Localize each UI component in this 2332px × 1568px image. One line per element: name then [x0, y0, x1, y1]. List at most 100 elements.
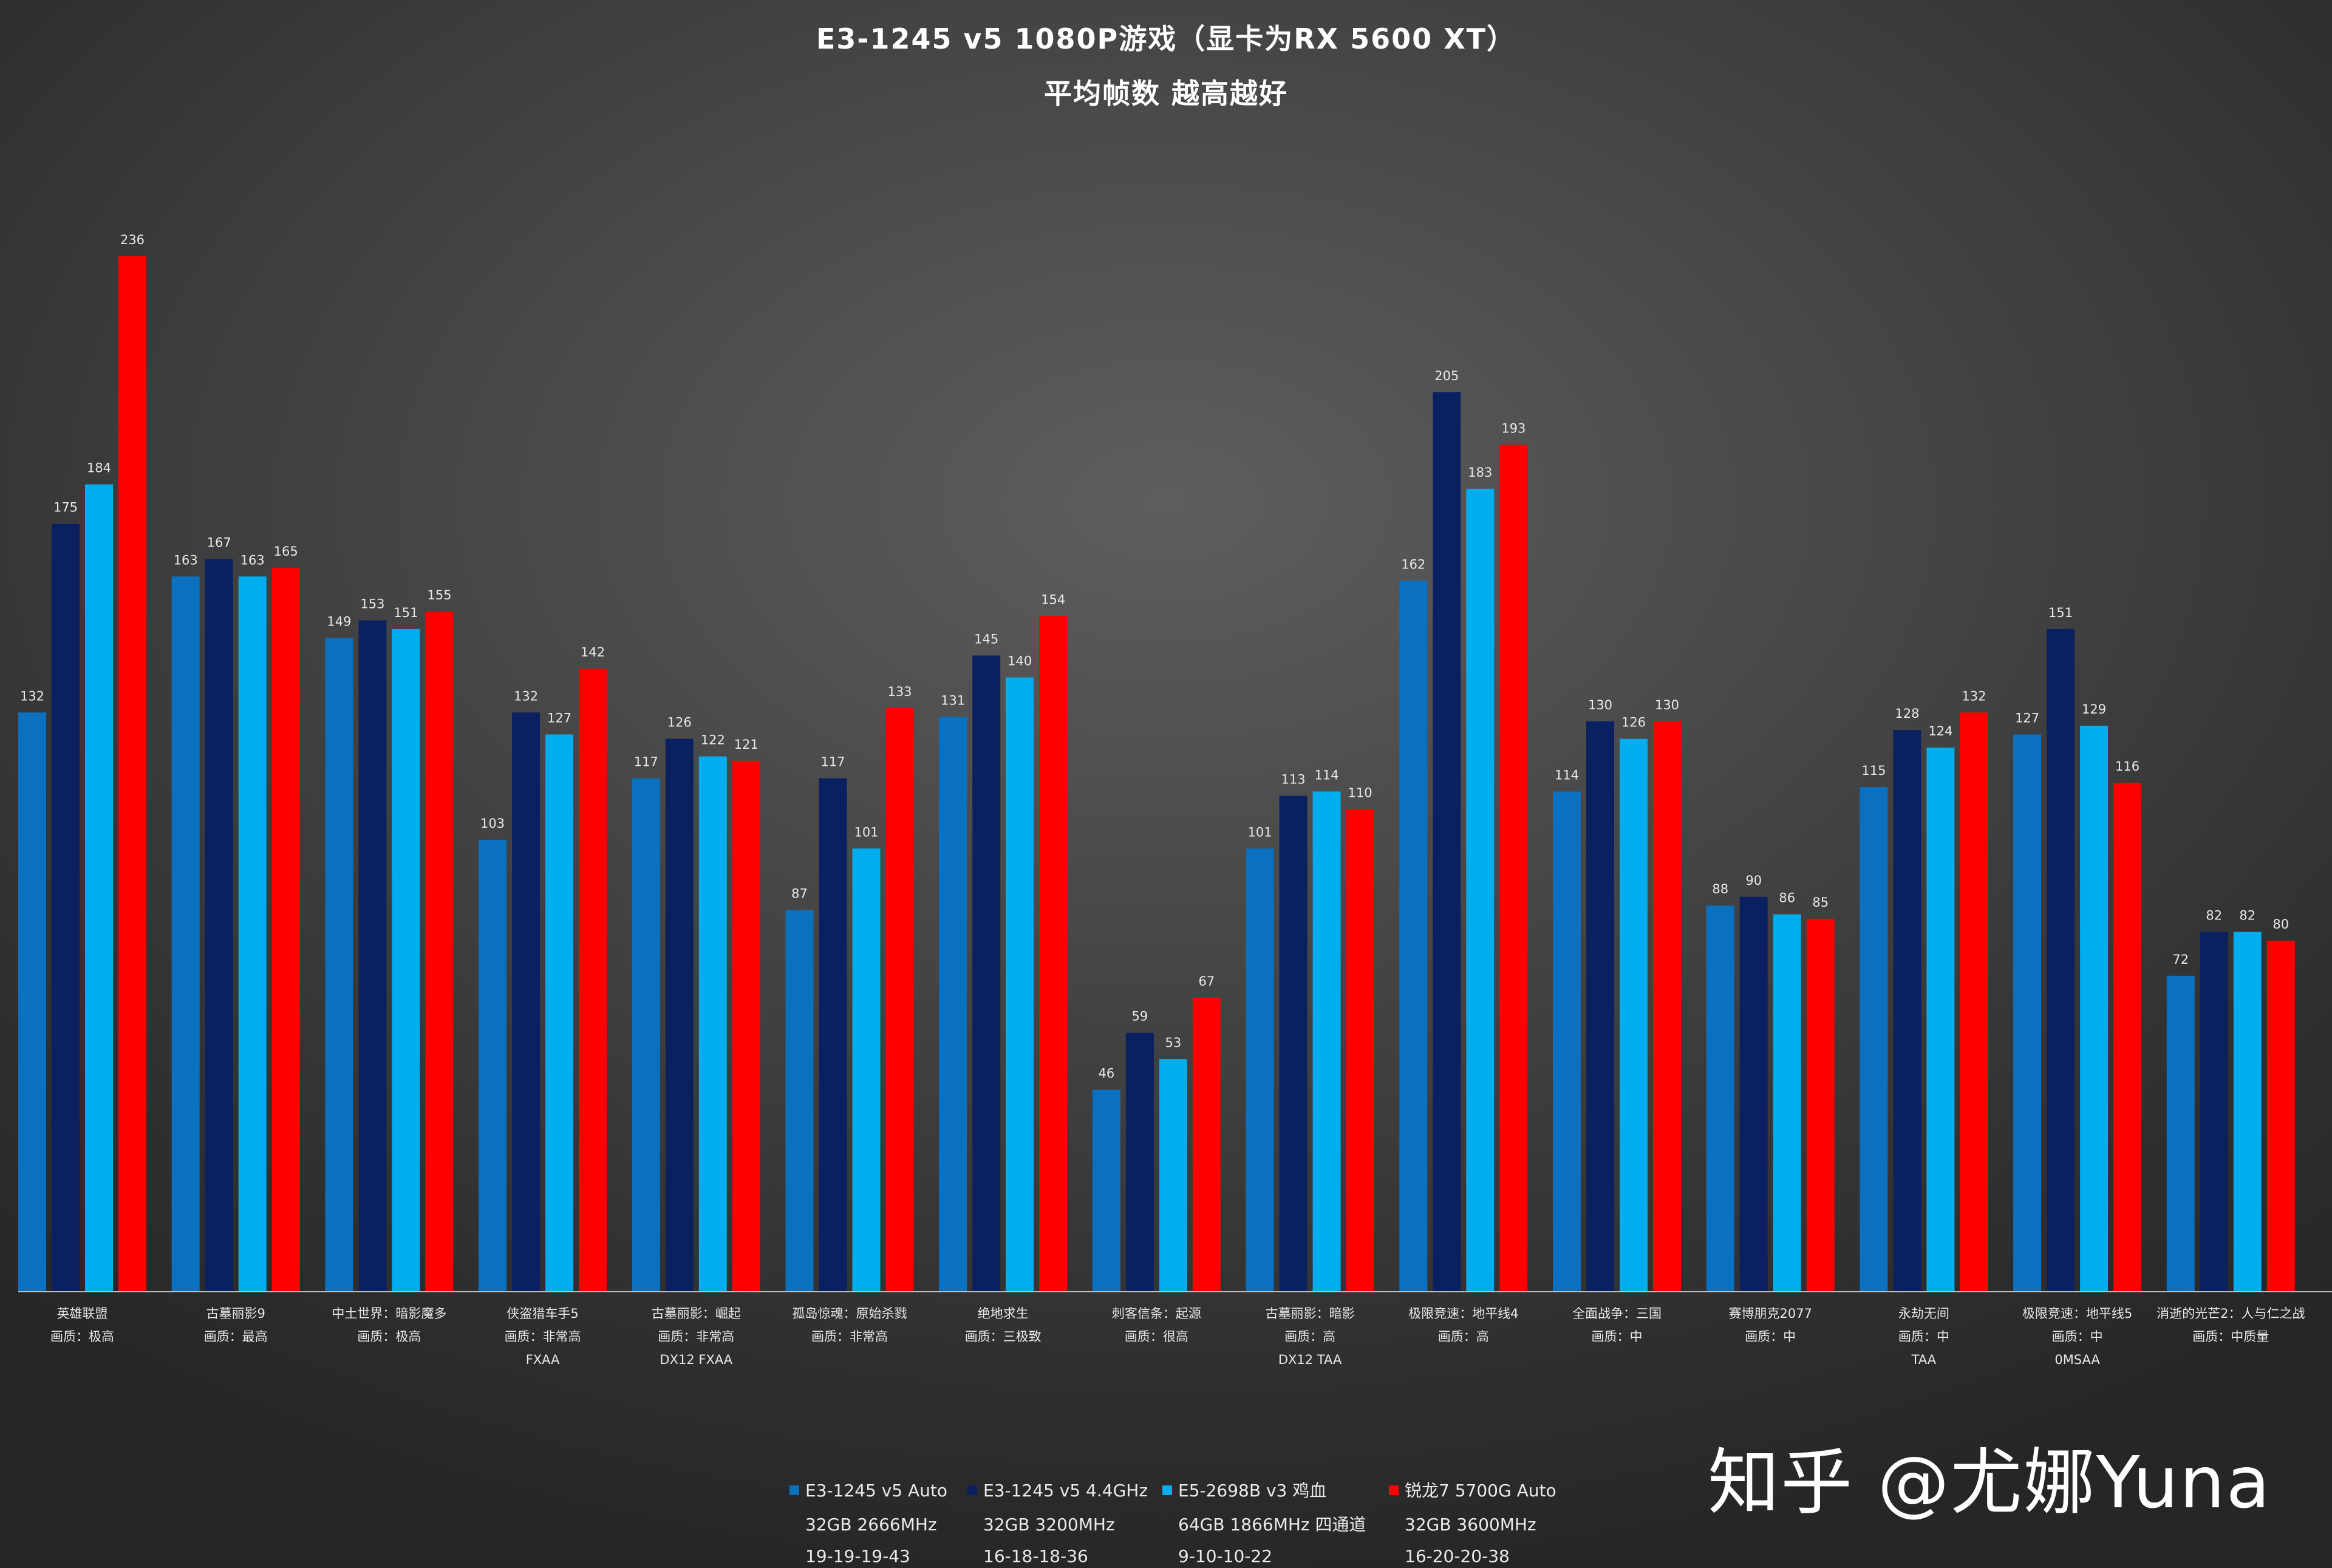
data-label: 116 [2115, 759, 2139, 774]
data-label: 184 [87, 461, 111, 476]
data-label: 46 [1099, 1066, 1115, 1081]
bar [1159, 1059, 1187, 1292]
bar [171, 576, 200, 1292]
data-label: 121 [734, 737, 759, 752]
legend-swatch [789, 1485, 799, 1495]
category-label: 画质：中质量 [2192, 1329, 2269, 1344]
bar [1312, 791, 1341, 1292]
category-label: 极限竞速：地平线4 [1408, 1306, 1518, 1321]
category-label: 古墓丽影：崛起 [652, 1306, 741, 1321]
category-label: 永劫无间 [1898, 1306, 1949, 1321]
data-label: 162 [1401, 557, 1425, 572]
data-label: 72 [2172, 952, 2189, 967]
data-label: 129 [2082, 702, 2106, 717]
category-label: 画质：非常高 [658, 1329, 734, 1344]
bar [1620, 738, 1648, 1292]
category-label: 古墓丽影：暗影 [1266, 1306, 1355, 1321]
bar [785, 910, 814, 1292]
bar [885, 708, 914, 1292]
legend-detail: 32GB 3200MHz [983, 1515, 1115, 1535]
data-label: 101 [854, 825, 878, 839]
category-label: 绝地求生 [978, 1306, 1029, 1321]
category-label: 极限竞速：地平线5 [2022, 1306, 2132, 1321]
watermark-text: 知乎 @尤娜Yuna [1708, 1440, 2271, 1524]
legend-label: 锐龙7 5700G Auto [1405, 1481, 1556, 1501]
data-label: 87 [791, 886, 808, 901]
data-label: 82 [2239, 908, 2255, 923]
category-label: 消逝的光芒2：人与仁之战 [2156, 1306, 2305, 1321]
bar [1399, 581, 1428, 1292]
data-label: 114 [1555, 768, 1579, 782]
category-label: 刺客信条：起源 [1112, 1306, 1201, 1321]
chart-subtitle: 平均帧数 越高越好 [1043, 77, 1288, 110]
bar [1192, 997, 1221, 1292]
bar [238, 576, 267, 1292]
data-label: 82 [2206, 908, 2222, 923]
bar [545, 734, 574, 1292]
data-label: 183 [1468, 465, 1492, 480]
category-label: 画质：中 [1745, 1329, 1796, 1344]
bar [972, 655, 1001, 1292]
data-label: 114 [1315, 768, 1339, 782]
bar [358, 620, 387, 1292]
data-label: 53 [1165, 1035, 1182, 1050]
data-label: 163 [240, 553, 265, 567]
legend-detail: 16-20-20-38 [1405, 1546, 1510, 1566]
bar [1346, 809, 1374, 1292]
legend-detail: 19-19-19-43 [805, 1546, 910, 1566]
data-label: 132 [20, 689, 44, 703]
category-label: 赛博朋克2077 [1728, 1306, 1812, 1321]
legend-detail: 32GB 3600MHz [1405, 1515, 1536, 1535]
data-label: 154 [1041, 592, 1065, 607]
legend-label: E5-2698B v3 鸡血 [1178, 1481, 1326, 1501]
bar [2233, 932, 2262, 1292]
category-label: FXAA [526, 1352, 560, 1367]
data-label: 115 [1861, 763, 1886, 778]
category-label: 画质：高 [1284, 1329, 1335, 1344]
data-label: 59 [1132, 1009, 1148, 1024]
data-label: 67 [1199, 974, 1215, 989]
category-label: 画质：最高 [204, 1329, 268, 1344]
category-label: 画质：非常高 [505, 1329, 581, 1344]
category-label: 画质：极高 [357, 1329, 421, 1344]
bar [1466, 488, 1495, 1292]
bar [18, 712, 46, 1292]
data-label: 122 [701, 733, 725, 748]
data-label: 175 [53, 500, 78, 515]
bar [1006, 677, 1034, 1292]
bar [1499, 445, 1528, 1292]
bar [819, 778, 847, 1292]
category-label: 画质：中 [2052, 1329, 2103, 1344]
bar [1279, 796, 1307, 1292]
data-label: 124 [1928, 724, 1952, 738]
data-label: 90 [1745, 873, 1762, 888]
bar [118, 256, 146, 1292]
data-label: 236 [120, 233, 145, 247]
data-label: 103 [480, 816, 505, 831]
bar [1739, 896, 1768, 1292]
bar [1125, 1032, 1154, 1292]
data-label: 193 [1501, 421, 1526, 436]
bar [85, 484, 113, 1292]
legend-detail: 9-10-10-22 [1178, 1546, 1272, 1566]
data-label: 110 [1348, 785, 1372, 800]
legend-swatch [1389, 1485, 1399, 1495]
data-label: 80 [2272, 917, 2289, 932]
bar [698, 756, 727, 1292]
category-label: 中土世界：暗影魔多 [332, 1306, 446, 1321]
data-label: 133 [887, 684, 912, 699]
bar [392, 629, 420, 1292]
legend-detail: 32GB 2666MHz [805, 1515, 937, 1535]
category-label: 古墓丽影9 [206, 1306, 265, 1321]
category-label: 画质：中 [1898, 1329, 1949, 1344]
data-label: 117 [820, 755, 845, 769]
data-label: 126 [1621, 715, 1646, 730]
chart-title: E3-1245 v5 1080P游戏（显卡为RX 5600 XT） [816, 22, 1516, 55]
bar [632, 778, 660, 1292]
category-label: 画质：极高 [50, 1329, 114, 1344]
bar [1246, 848, 1274, 1292]
bar [1653, 721, 1681, 1292]
data-label: 131 [941, 694, 965, 708]
bar [2047, 629, 2075, 1292]
